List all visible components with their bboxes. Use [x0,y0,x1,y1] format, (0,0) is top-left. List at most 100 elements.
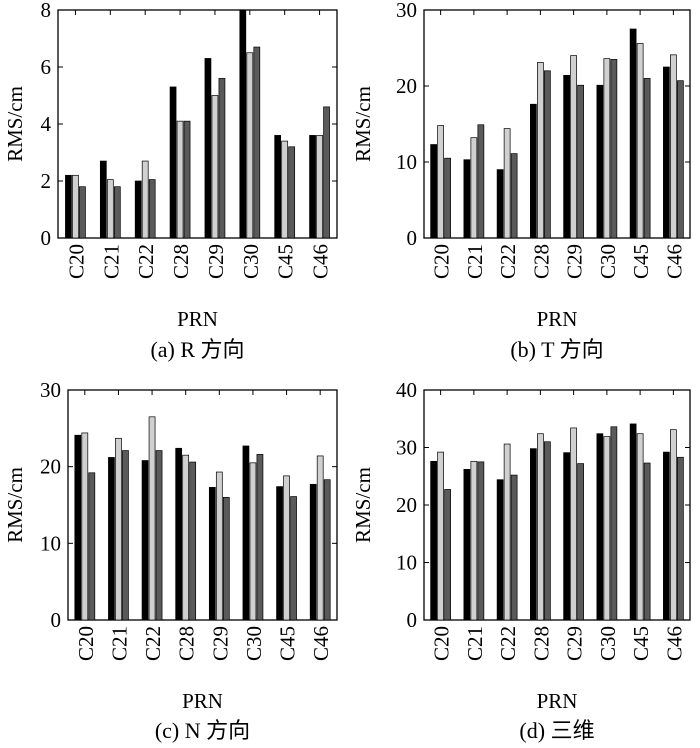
chart-2-bar-c28-s1 [175,447,183,621]
chart-2-bar-c22-s1 [141,460,149,621]
chart-2-x-axis-label: PRN [182,689,223,713]
chart-2-bar-c20-s1 [74,434,82,621]
chart-3-bar-c29-s2 [570,427,577,621]
chart-0-plot-frame [57,9,338,239]
chart-2-category-label-c22: C22 [141,626,165,661]
chart-3-bar-c20-s3 [444,489,451,621]
chart-2-bar-c46-s2 [316,455,324,621]
chart-1-category-label-c20: C20 [430,244,454,279]
chart-0-bar-c29-s1 [204,58,212,239]
chart-2-bar-c45-s3 [290,496,297,621]
chart-3-bar-c45-s3 [643,462,651,621]
chart-1-bar-c29-s2 [570,55,577,239]
chart-0-bar-c30-s3 [253,46,261,239]
chart-1-x-axis-label: PRN [537,307,578,331]
chart-1-bar-c21-s1 [463,159,471,239]
chart-3-bar-c20-s2 [437,451,444,621]
chart-2-category-label-c46: C46 [309,626,333,661]
chart-3-ytick-label-0: 0 [407,608,418,632]
chart-3-bar-c22-s1 [496,479,504,621]
chart-1-ytick-label-1: 10 [396,150,417,174]
chart-3-bar-c22-s3 [510,474,518,621]
chart-0-ytick-label-3: 6 [41,55,52,79]
chart-1-bar-c30-s3 [610,59,618,239]
chart-2-bar-c20-s3 [88,472,96,621]
chart-3-bar-c29-s1 [563,452,570,621]
chart-1-bar-c22-s1 [496,169,504,239]
chart-1-bar-c22-s3 [510,153,518,239]
chart-3-category-label-c29: C29 [563,626,587,661]
chart-2-bar-c30-s2 [249,462,257,621]
chart-3-x-axis-label: PRN [537,689,578,713]
chart-2-category-label-c29: C29 [208,626,232,661]
chart-2-ytick-label-0: 0 [51,608,62,632]
chart-3-ytick-label-3: 30 [396,436,417,460]
chart-1-bar-c30-s2 [603,58,611,239]
chart-0-caption: (a) R 方向 [150,337,244,362]
panel-b-t-direction: 0 10 20 30 C20 C21 C22 C28 C29 C30 C45 C46 RMS/cm PRN… [351,0,691,362]
chart-0-category-label-c46: C46 [309,244,333,279]
chart-1-category-label-c45: C45 [629,244,653,279]
chart-0-bar-c22-s1 [134,180,142,239]
chart-1-category-label-c29: C29 [563,244,587,279]
chart-2-bar-c29-s3 [222,496,230,621]
chart-0-ytick-label-4: 8 [41,0,52,22]
chart-0-category-label-c21: C21 [99,244,123,279]
chart-3-bar-c30-s2 [603,436,611,621]
chart-0-category-label-c28: C28 [169,244,193,279]
chart-2-bar-c29-s1 [208,487,216,621]
panel-d-3d: 0 10 20 30 40 C20 C21 C22 C28 C29 C30 C45 C46 RMS/cm P… [351,378,691,743]
chart-1-bar-c46-s3 [677,80,684,239]
chart-3-bar-c21-s1 [463,469,471,621]
chart-3-bar-c46-s2 [670,429,677,621]
chart-1-y-axis-label: RMS/cm [351,86,375,162]
chart-3-bar-c30-s3 [610,426,618,621]
chart-0-category-label-c45: C45 [274,244,298,279]
chart-3-bar-c28-s1 [530,448,537,621]
chart-3-caption: (d) 三维 [519,718,594,743]
chart-1-ytick-label-0: 0 [407,226,418,250]
chart-3-category-label-c22: C22 [496,626,520,661]
chart-0-bar-c21-s1 [99,160,107,239]
chart-0-bar-c29-s3 [218,78,226,239]
chart-0-ytick-label-2: 4 [41,112,52,136]
chart-0-bar-c45-s2 [281,140,289,239]
panel-a-r-direction: 0 2 4 6 8 C20 C21 C22 C28 C29 C30 C45 C46 RMS/cm PRN (a… [3,0,338,362]
chart-0-bar-c46-s3 [323,106,330,239]
chart-2-ytick-label-3: 30 [40,378,61,402]
chart-2-bar-c20-s2 [81,432,89,621]
chart-1-plot-frame [423,9,691,239]
chart-2-bar-c46-s3 [323,479,331,621]
chart-3-ytick-label-4: 40 [396,378,417,402]
chart-1-ytick-label-2: 20 [396,74,417,98]
chart-2-bar-c28-s3 [189,461,197,621]
chart-0-bar-c28-s3 [183,120,191,239]
chart-2-bar-c45-s2 [283,475,290,621]
chart-0-bar-c46-s1 [309,135,316,239]
chart-2-bar-c21-s2 [115,437,122,621]
chart-1-bar-c28-s2 [537,62,544,239]
chart-1-caption: (b) T 方向 [510,337,603,362]
chart-0-x-axis-label: PRN [177,307,218,331]
chart-0-bar-c30-s1 [239,9,247,239]
chart-0-bar-c22-s2 [141,160,149,239]
chart-0-bar-c20-s3 [79,186,86,239]
chart-2-y-axis-label: RMS/cm [3,467,27,543]
chart-1-bar-c45-s3 [643,78,651,239]
chart-1-bar-c29-s1 [563,75,570,239]
chart-3-y-axis-label: RMS/cm [351,467,375,543]
chart-3-bar-c46-s1 [663,451,670,621]
chart-2-bar-c30-s1 [242,445,250,621]
chart-1-bar-c20-s2 [437,125,444,239]
chart-2-ytick-label-2: 20 [40,455,61,479]
chart-2-category-label-c28: C28 [175,626,199,661]
chart-3-ytick-label-2: 20 [396,493,417,517]
chart-2-bar-c22-s2 [148,416,156,621]
chart-0-category-label-c30: C30 [239,244,263,279]
chart-0-category-label-c20: C20 [64,244,88,279]
chart-3-bar-c45-s2 [636,433,644,621]
chart-1-bar-c20-s3 [444,157,451,239]
chart-1-bar-c21-s3 [477,124,485,239]
chart-0-category-label-c29: C29 [204,244,228,279]
chart-2-category-label-c21: C21 [107,626,131,661]
